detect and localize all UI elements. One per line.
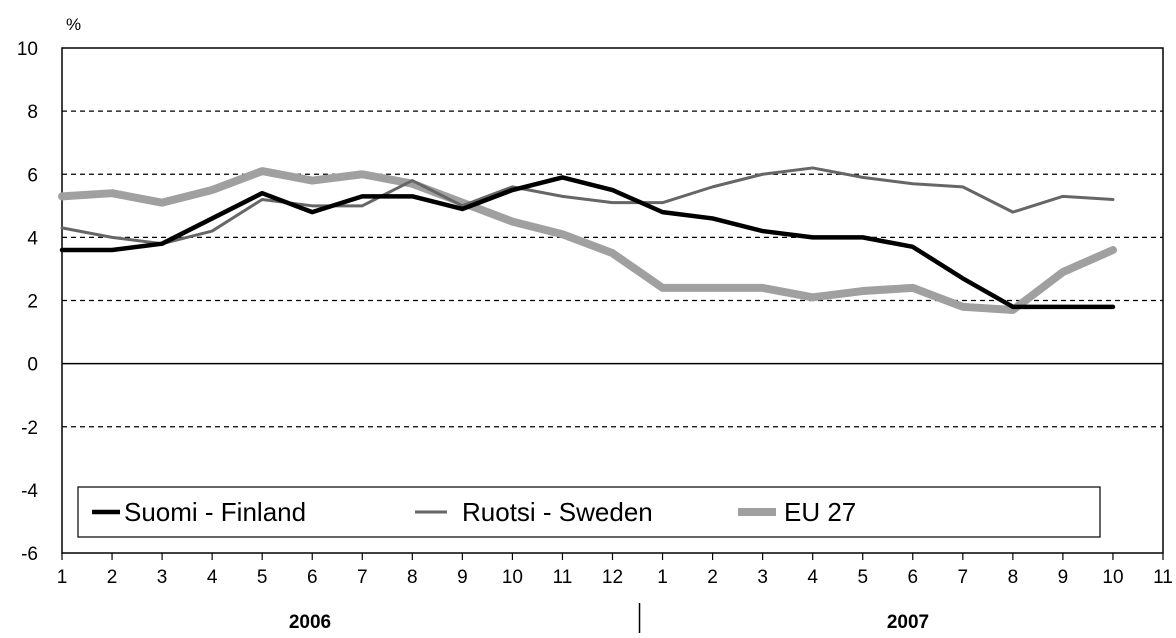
series-line [60, 166, 1115, 246]
x-tick-label: 10 [502, 567, 523, 588]
legend-label: Ruotsi - Sweden [462, 497, 653, 527]
x-tick-label: 1 [57, 567, 68, 588]
x-tick-label: 7 [958, 567, 969, 588]
x-tick-label: 6 [907, 567, 918, 588]
y-tick-label: 6 [27, 165, 38, 186]
y-tick-label: 0 [27, 355, 38, 376]
x-tick-label: 3 [157, 567, 168, 588]
series-line [58, 167, 1117, 314]
x-tick-label: 4 [207, 567, 218, 588]
y-tick-label: 4 [27, 228, 38, 249]
year-label-2007: 2007 [887, 612, 929, 633]
x-tick-label: 9 [457, 567, 468, 588]
x-tick-label: 8 [1008, 567, 1019, 588]
x-tick-label: 2 [707, 567, 718, 588]
x-tick-label: 11 [553, 567, 573, 588]
x-tick-label: 1 [657, 567, 668, 588]
x-tick-label: 6 [307, 567, 318, 588]
x-tick-label: 9 [1058, 567, 1069, 588]
y-tick-label: -6 [21, 544, 38, 565]
y-tick-label: -4 [21, 481, 38, 502]
x-tick-label: 3 [757, 567, 768, 588]
y-tick-label: 2 [27, 292, 38, 313]
x-tick-label: 10 [1102, 567, 1123, 588]
y-tick-label: 10 [17, 39, 38, 60]
x-tick-label: 2 [107, 567, 118, 588]
x-tick-label: 11 [1153, 567, 1173, 588]
x-tick-label: 7 [357, 567, 368, 588]
x-tick-label: 12 [602, 567, 623, 588]
x-tick-label: 8 [407, 567, 418, 588]
series-line [59, 175, 1116, 310]
legend-box [77, 486, 1101, 538]
x-tick-label: 5 [857, 567, 868, 588]
unit-label: % [66, 15, 81, 34]
year-label-2006: 2006 [289, 612, 331, 633]
y-tick-label: -2 [21, 418, 38, 439]
x-tick-label: 5 [257, 567, 268, 588]
y-tick-label: 8 [27, 102, 38, 123]
x-tick-label: 4 [807, 567, 818, 588]
legend-label: EU 27 [784, 497, 856, 527]
legend-label: Suomi - Finland [124, 497, 306, 527]
